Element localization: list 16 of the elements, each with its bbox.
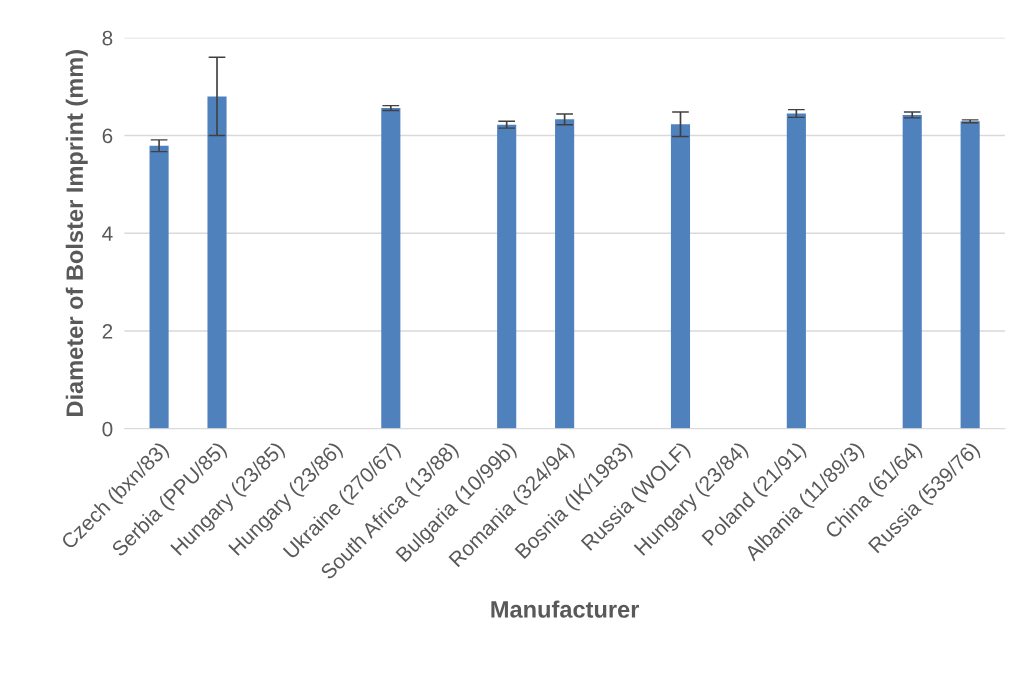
bar (207, 96, 227, 429)
bar (555, 119, 575, 429)
y-tick-label: 0 (102, 421, 113, 437)
y-axis-title: Diameter of Bolster Imprint (mm) (65, 50, 88, 416)
bar (149, 145, 169, 429)
bar (786, 113, 806, 429)
bar (902, 114, 922, 429)
bar (960, 121, 980, 429)
y-tick-label: 2 (102, 324, 113, 339)
bar (381, 108, 401, 429)
bar (670, 124, 691, 429)
y-tick-label: 6 (102, 128, 113, 144)
bar (497, 124, 517, 429)
x-axis-title: Manufacturer (491, 600, 640, 618)
y-tick-label: 8 (102, 30, 113, 46)
y-tick-label: 4 (102, 226, 113, 241)
